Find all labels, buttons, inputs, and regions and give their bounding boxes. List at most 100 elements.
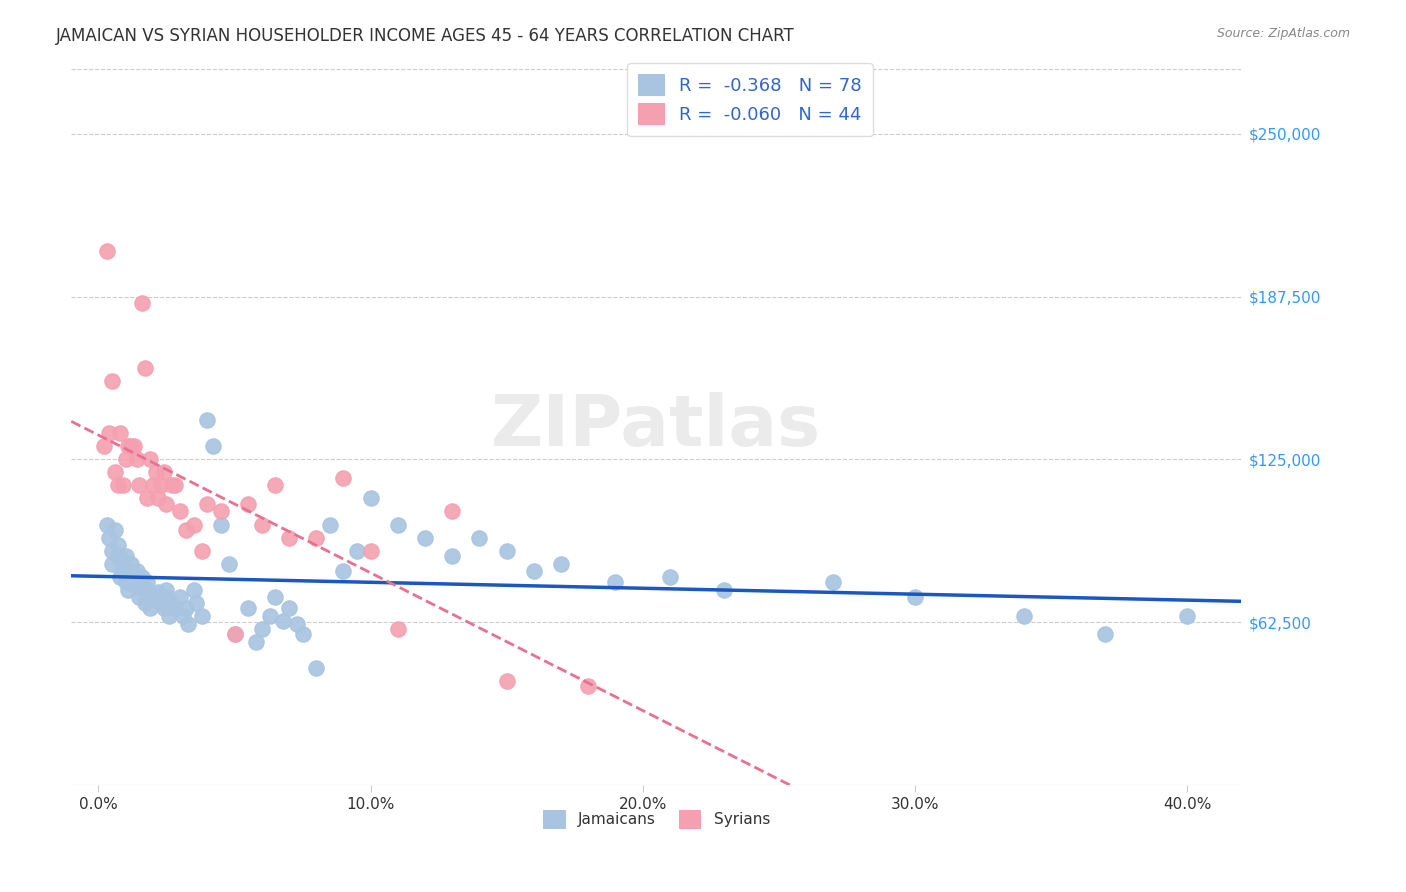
Text: Source: ZipAtlas.com: Source: ZipAtlas.com	[1216, 27, 1350, 40]
Point	[150, 478, 173, 492]
Point	[191, 543, 214, 558]
Point	[250, 517, 273, 532]
Point	[117, 569, 139, 583]
Point	[107, 478, 129, 492]
Point	[1012, 608, 1035, 623]
Point	[110, 569, 132, 583]
Point	[134, 596, 156, 610]
Point	[183, 582, 205, 597]
Point	[163, 601, 186, 615]
Point	[111, 565, 134, 579]
Point	[155, 497, 177, 511]
Point	[98, 426, 121, 441]
Point	[904, 591, 927, 605]
Point	[172, 608, 194, 623]
Point	[101, 557, 124, 571]
Point	[110, 551, 132, 566]
Point	[145, 466, 167, 480]
Point	[142, 478, 165, 492]
Point	[160, 596, 183, 610]
Point	[495, 543, 517, 558]
Point	[278, 601, 301, 615]
Point	[1094, 627, 1116, 641]
Point	[195, 497, 218, 511]
Point	[148, 491, 170, 506]
Point	[136, 574, 159, 589]
Point	[305, 531, 328, 545]
Point	[111, 557, 134, 571]
Point	[107, 538, 129, 552]
Point	[285, 616, 308, 631]
Point	[148, 585, 170, 599]
Point	[139, 452, 162, 467]
Point	[250, 622, 273, 636]
Point	[104, 523, 127, 537]
Point	[413, 531, 436, 545]
Point	[169, 591, 191, 605]
Point	[291, 627, 314, 641]
Point	[191, 608, 214, 623]
Point	[259, 608, 281, 623]
Point	[387, 622, 409, 636]
Point	[128, 580, 150, 594]
Point	[136, 491, 159, 506]
Point	[157, 608, 180, 623]
Point	[122, 439, 145, 453]
Point	[145, 593, 167, 607]
Point	[114, 562, 136, 576]
Point	[1175, 608, 1198, 623]
Point	[319, 517, 342, 532]
Point	[114, 549, 136, 563]
Point	[110, 426, 132, 441]
Point	[169, 504, 191, 518]
Point	[128, 591, 150, 605]
Point	[114, 452, 136, 467]
Point	[183, 517, 205, 532]
Point	[101, 543, 124, 558]
Point	[245, 634, 267, 648]
Point	[96, 244, 118, 258]
Point	[713, 582, 735, 597]
Point	[125, 565, 148, 579]
Point	[174, 523, 197, 537]
Point	[332, 565, 354, 579]
Point	[96, 517, 118, 532]
Point	[160, 478, 183, 492]
Point	[360, 491, 382, 506]
Point	[224, 627, 246, 641]
Point	[101, 374, 124, 388]
Point	[264, 591, 287, 605]
Point	[186, 596, 208, 610]
Point	[174, 601, 197, 615]
Point	[131, 569, 153, 583]
Point	[273, 614, 295, 628]
Text: JAMAICAN VS SYRIAN HOUSEHOLDER INCOME AGES 45 - 64 YEARS CORRELATION CHART: JAMAICAN VS SYRIAN HOUSEHOLDER INCOME AG…	[56, 27, 794, 45]
Point	[155, 582, 177, 597]
Point	[209, 517, 232, 532]
Point	[139, 601, 162, 615]
Point	[117, 582, 139, 597]
Point	[131, 296, 153, 310]
Point	[120, 557, 142, 571]
Point	[218, 557, 240, 571]
Point	[441, 549, 464, 563]
Point	[576, 679, 599, 693]
Point	[142, 588, 165, 602]
Point	[346, 543, 368, 558]
Point	[155, 591, 177, 605]
Point	[117, 439, 139, 453]
Point	[224, 627, 246, 641]
Point	[111, 478, 134, 492]
Point	[134, 361, 156, 376]
Point	[495, 673, 517, 688]
Point	[128, 478, 150, 492]
Point	[605, 574, 627, 589]
Point	[823, 574, 845, 589]
Legend: Jamaicans, Syrians: Jamaicans, Syrians	[537, 804, 776, 835]
Point	[658, 569, 681, 583]
Point	[120, 574, 142, 589]
Point	[98, 531, 121, 545]
Point	[107, 549, 129, 563]
Point	[387, 517, 409, 532]
Point	[550, 557, 572, 571]
